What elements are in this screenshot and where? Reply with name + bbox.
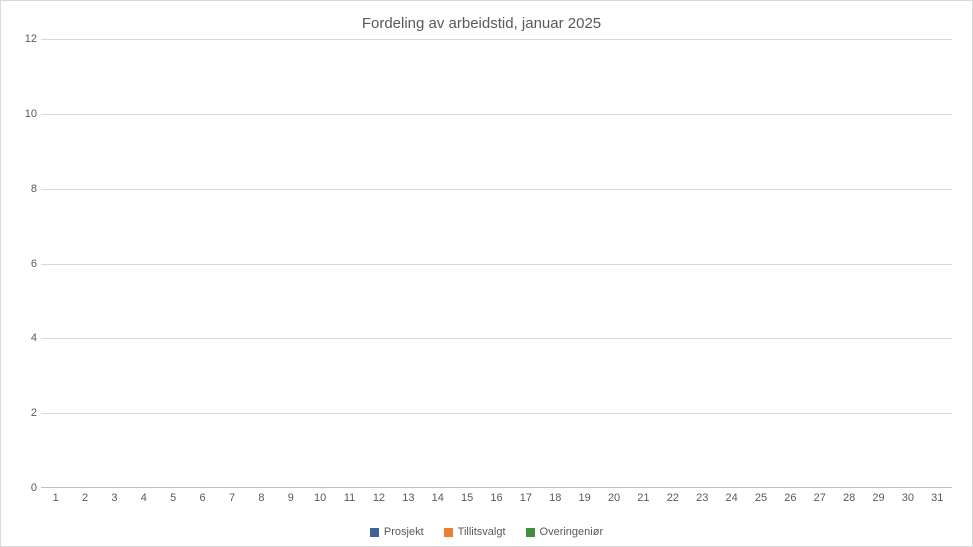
x-tick-label: 26 (776, 492, 805, 504)
legend-swatch (370, 528, 379, 537)
x-tick-label: 18 (541, 492, 570, 504)
x-tick-label: 12 (364, 492, 393, 504)
legend-item: Overingeniør (526, 526, 604, 538)
x-tick-label: 19 (570, 492, 599, 504)
y-tick-label: 10 (13, 108, 37, 120)
y-tick-label: 12 (13, 33, 37, 45)
legend-item: Tillitsvalgt (444, 526, 506, 538)
x-tick-label: 10 (305, 492, 334, 504)
x-tick-label: 5 (159, 492, 188, 504)
x-tick-label: 22 (658, 492, 687, 504)
x-tick-label: 29 (864, 492, 893, 504)
legend-label: Prosjekt (384, 526, 424, 538)
x-tick-label: 13 (394, 492, 423, 504)
x-tick-label: 25 (746, 492, 775, 504)
y-tick-label: 4 (13, 332, 37, 344)
x-tick-label: 31 (923, 492, 952, 504)
grid-line (41, 114, 952, 115)
grid-line (41, 413, 952, 414)
grid-line (41, 264, 952, 265)
legend-label: Overingeniør (540, 526, 604, 538)
y-tick-label: 6 (13, 258, 37, 270)
x-tick-label: 4 (129, 492, 158, 504)
legend-item: Prosjekt (370, 526, 424, 538)
x-tick-label: 28 (834, 492, 863, 504)
chart-title: Fordeling av arbeidstid, januar 2025 (11, 15, 952, 32)
legend-swatch (526, 528, 535, 537)
grid-line (41, 338, 952, 339)
x-tick-label: 23 (688, 492, 717, 504)
x-tick-label: 3 (100, 492, 129, 504)
x-tick-label: 11 (335, 492, 364, 504)
legend-swatch (444, 528, 453, 537)
x-tick-label: 1 (41, 492, 70, 504)
x-tick-label: 17 (511, 492, 540, 504)
x-tick-label: 14 (423, 492, 452, 504)
x-tick-label: 30 (893, 492, 922, 504)
legend-label: Tillitsvalgt (458, 526, 506, 538)
x-tick-label: 27 (805, 492, 834, 504)
x-tick-label: 24 (717, 492, 746, 504)
y-tick-label: 2 (13, 407, 37, 419)
chart-container: Fordeling av arbeidstid, januar 2025 123… (0, 0, 973, 547)
legend: Prosjekt Tillitsvalgt Overingeniør (1, 526, 972, 538)
x-tick-label: 20 (599, 492, 628, 504)
x-tick-label: 15 (452, 492, 481, 504)
x-tick-label: 8 (247, 492, 276, 504)
grid-line (41, 39, 952, 40)
x-tick-label: 9 (276, 492, 305, 504)
plot-area: 1234567891011121314151617181920212223242… (41, 39, 952, 488)
y-tick-label: 8 (13, 183, 37, 195)
x-tick-label: 16 (482, 492, 511, 504)
grid-line (41, 189, 952, 190)
x-tick-label: 2 (70, 492, 99, 504)
x-tick-label: 6 (188, 492, 217, 504)
x-tick-label: 21 (629, 492, 658, 504)
y-tick-label: 0 (13, 482, 37, 494)
x-tick-label: 7 (217, 492, 246, 504)
